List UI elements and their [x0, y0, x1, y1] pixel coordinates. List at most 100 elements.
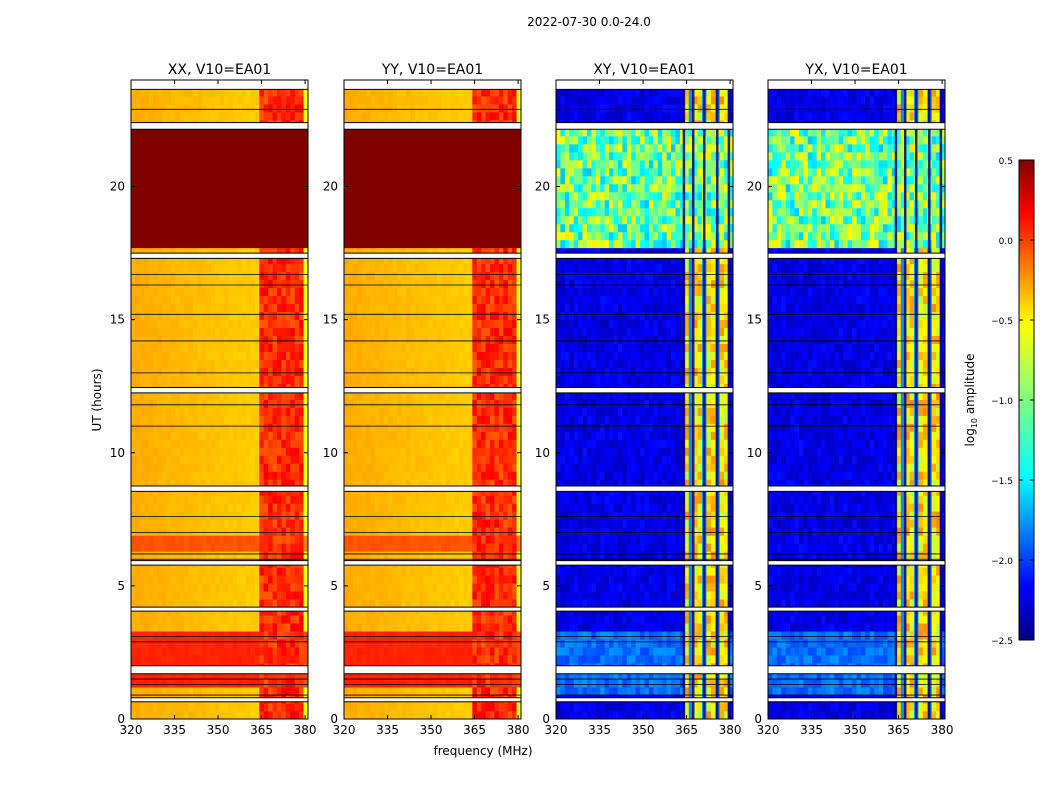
- heatmap-cell: [215, 519, 220, 528]
- heatmap-cell: [476, 375, 482, 384]
- heatmap-cell: [476, 655, 482, 664]
- heatmap-cell: [228, 191, 234, 201]
- heatmap-cell: [272, 239, 278, 249]
- heatmap-cell: [161, 423, 167, 432]
- heatmap-cell: [472, 591, 478, 600]
- heatmap-cell: [131, 567, 136, 576]
- heatmap-cell: [170, 679, 176, 688]
- heatmap-cell: [241, 623, 247, 632]
- heatmap-cell: [259, 647, 265, 656]
- heatmap-cell: [188, 711, 194, 720]
- heatmap-cell: [210, 143, 216, 153]
- heatmap-cell: [432, 415, 438, 424]
- heatmap-cell: [250, 679, 256, 688]
- heatmap-cell: [139, 135, 145, 145]
- heatmap-cell: [232, 495, 238, 504]
- heatmap-cell: [414, 631, 420, 640]
- heatmap-cell: [401, 471, 407, 480]
- heatmap-cell: [348, 575, 354, 584]
- heatmap-cell: [401, 679, 407, 688]
- heatmap-cell: [153, 583, 158, 592]
- heatmap-cell: [219, 575, 225, 584]
- heatmap-cell: [485, 391, 491, 400]
- heatmap-cell: [285, 591, 291, 600]
- heatmap-cell: [281, 623, 287, 632]
- heatmap-cell: [397, 639, 402, 648]
- heatmap-cell: [352, 623, 358, 632]
- heatmap-cell: [237, 287, 243, 297]
- heatmap-cell: [223, 271, 229, 281]
- heatmap-cell: [223, 295, 229, 305]
- heatmap-cell: [277, 711, 282, 720]
- heatmap-cell: [472, 551, 478, 560]
- heatmap-cell: [232, 247, 238, 257]
- heatmap-cell: [445, 431, 451, 440]
- heatmap-cell: [290, 503, 296, 512]
- heatmap-cell: [410, 527, 416, 536]
- heatmap-cell: [157, 463, 163, 472]
- heatmap-cell: [481, 463, 486, 472]
- heatmap-cell: [237, 647, 243, 656]
- heatmap-cell: [423, 567, 429, 576]
- heatmap-cell: [472, 583, 478, 592]
- heatmap-cell: [157, 447, 163, 456]
- heatmap-cell: [290, 599, 296, 608]
- heatmap-cell: [153, 567, 158, 576]
- heatmap-cell: [241, 495, 247, 504]
- heatmap-cell: [201, 351, 207, 360]
- heatmap-cell: [188, 655, 194, 664]
- heatmap-cell: [259, 167, 265, 177]
- heatmap-cell: [299, 247, 304, 257]
- heatmap-cell: [206, 167, 212, 177]
- heatmap-cell: [290, 511, 296, 520]
- heatmap-cell: [512, 591, 517, 600]
- heatmap-cell: [357, 415, 363, 424]
- heatmap-cell: [503, 679, 509, 688]
- heatmap-cell: [246, 319, 251, 329]
- heatmap-cell: [228, 575, 234, 584]
- heatmap-cell: [228, 335, 234, 344]
- y-tick-label: 5: [117, 579, 125, 593]
- heatmap-cell: [374, 455, 380, 464]
- heatmap-cell: [192, 159, 198, 169]
- heatmap-cell: [277, 231, 282, 241]
- heatmap-cell: [512, 503, 517, 512]
- heatmap-cell: [344, 655, 349, 664]
- heatmap-cell: [366, 439, 371, 448]
- heatmap-cell: [170, 287, 176, 297]
- heatmap-cell: [175, 159, 181, 169]
- heatmap-cell: [237, 191, 243, 201]
- heatmap-cell: [498, 623, 504, 632]
- heatmap-cell: [277, 527, 282, 536]
- heatmap-cell: [428, 447, 433, 456]
- heatmap-cell: [370, 479, 376, 488]
- heatmap-cell: [445, 583, 451, 592]
- heatmap-cell: [490, 687, 495, 696]
- heatmap-cell: [436, 391, 442, 400]
- heatmap-cell: [352, 415, 358, 424]
- heatmap-cell: [188, 127, 194, 137]
- heatmap-cell: [153, 287, 158, 297]
- heatmap-cell: [445, 703, 451, 712]
- heatmap-cell: [246, 703, 251, 712]
- heatmap-cell: [361, 423, 367, 432]
- heatmap-cell: [131, 471, 136, 480]
- heatmap-cell: [223, 423, 229, 432]
- heatmap-cell: [228, 367, 234, 376]
- heatmap-cell: [410, 551, 416, 560]
- heatmap-cell: [210, 359, 216, 368]
- heatmap-cell: [290, 279, 296, 289]
- heatmap-cell: [299, 327, 304, 336]
- heatmap-cell: [210, 311, 216, 321]
- heatmap-cell: [277, 255, 282, 265]
- heatmap-cell: [428, 711, 433, 720]
- heatmap-cell: [285, 287, 291, 297]
- heatmap-cell: [201, 535, 207, 544]
- heatmap-cell: [197, 183, 203, 193]
- heatmap-cell: [344, 455, 349, 464]
- heatmap-cell: [294, 103, 300, 113]
- heatmap-cell: [414, 655, 420, 664]
- heatmap-cell: [498, 399, 504, 408]
- heatmap-cell: [370, 455, 376, 464]
- heatmap-cell: [241, 679, 247, 688]
